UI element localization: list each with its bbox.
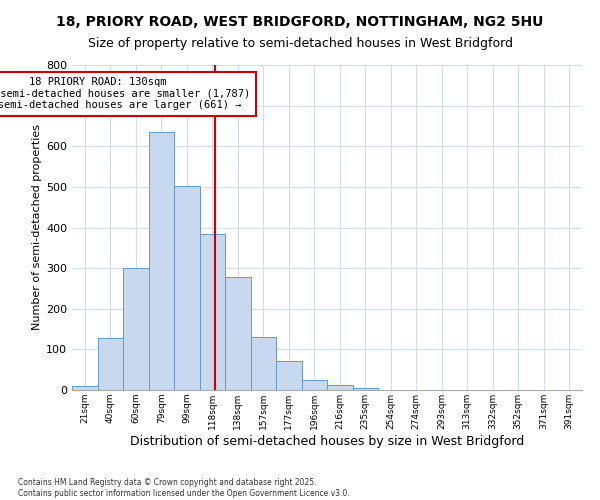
Y-axis label: Number of semi-detached properties: Number of semi-detached properties xyxy=(32,124,42,330)
Bar xyxy=(353,388,378,390)
Text: Contains HM Land Registry data © Crown copyright and database right 2025.
Contai: Contains HM Land Registry data © Crown c… xyxy=(18,478,350,498)
Bar xyxy=(302,380,327,390)
Text: Size of property relative to semi-detached houses in West Bridgford: Size of property relative to semi-detach… xyxy=(88,38,512,51)
Bar xyxy=(174,186,199,390)
Bar xyxy=(276,361,302,390)
Bar xyxy=(225,277,251,390)
Bar xyxy=(97,338,123,390)
Bar xyxy=(327,384,353,390)
Bar xyxy=(199,234,225,390)
Bar xyxy=(251,337,276,390)
Bar xyxy=(72,386,97,390)
Text: 18, PRIORY ROAD, WEST BRIDGFORD, NOTTINGHAM, NG2 5HU: 18, PRIORY ROAD, WEST BRIDGFORD, NOTTING… xyxy=(56,15,544,29)
Text: 18 PRIORY ROAD: 130sqm
← 73% of semi-detached houses are smaller (1,787)
27% of : 18 PRIORY ROAD: 130sqm ← 73% of semi-det… xyxy=(0,77,251,110)
X-axis label: Distribution of semi-detached houses by size in West Bridgford: Distribution of semi-detached houses by … xyxy=(130,434,524,448)
Bar xyxy=(123,268,149,390)
Bar xyxy=(149,132,174,390)
